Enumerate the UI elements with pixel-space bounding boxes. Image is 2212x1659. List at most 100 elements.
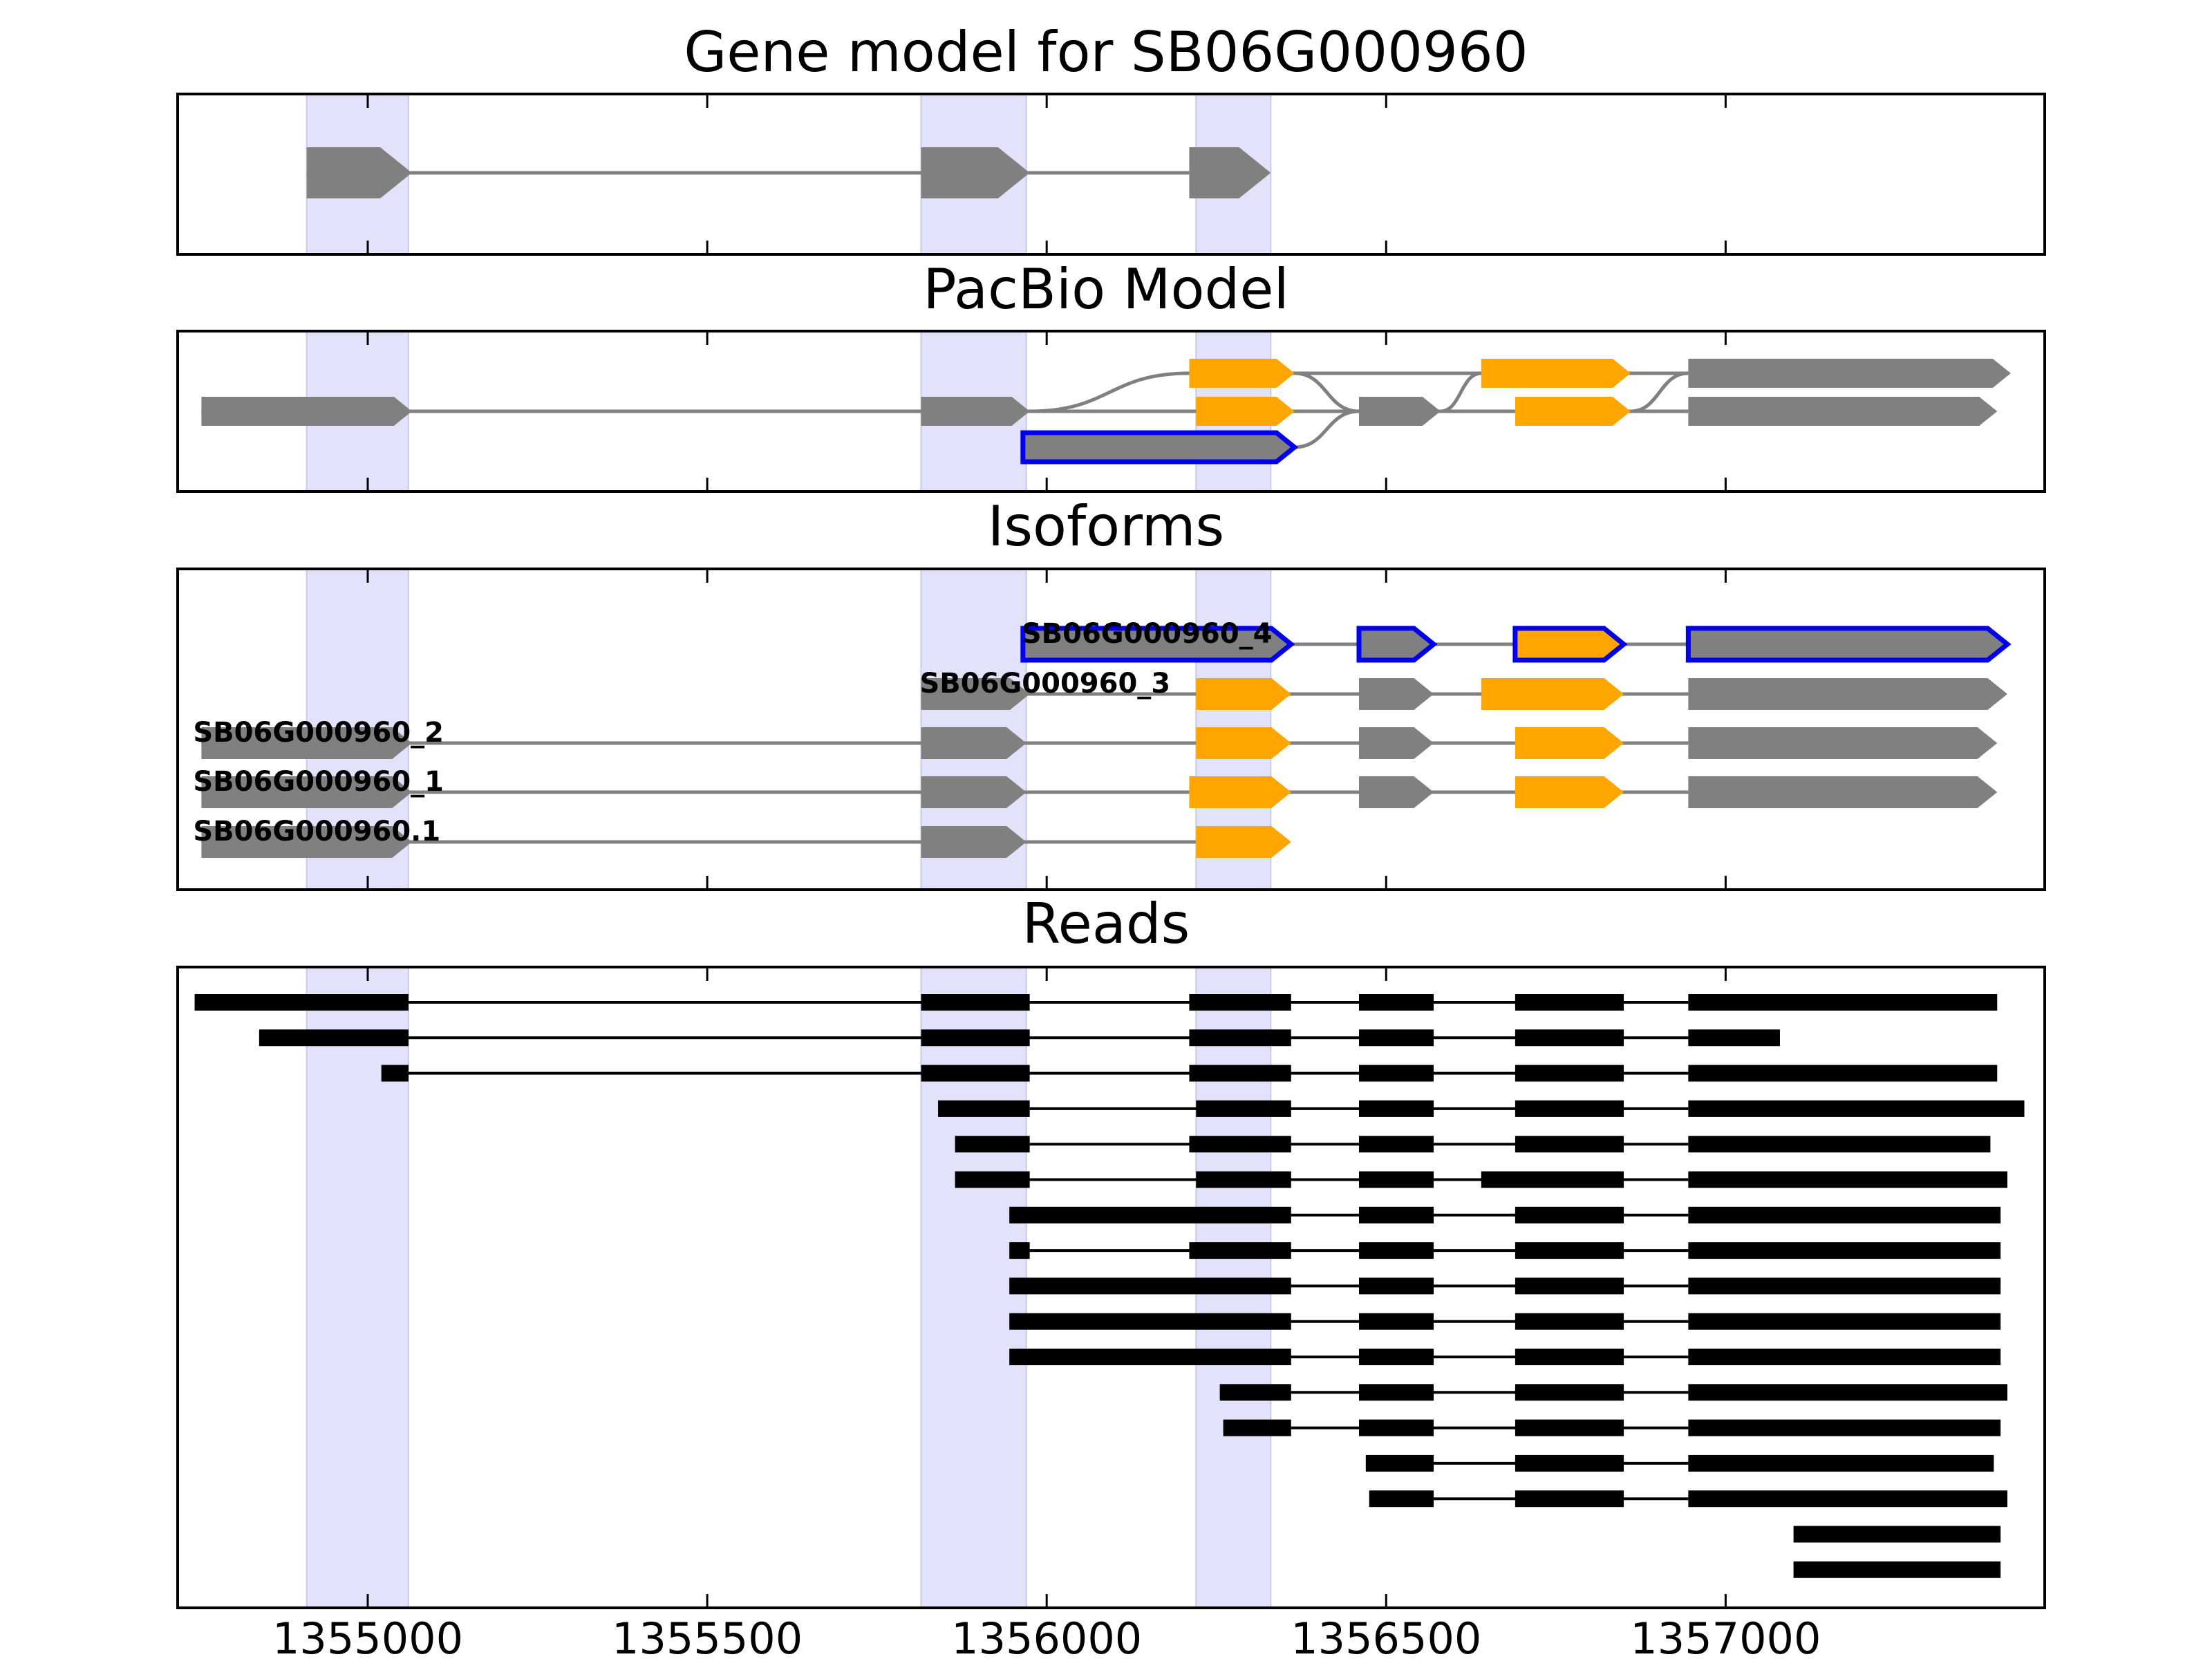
x-axis: 1355000 1355500 1356000 1356500 1357000 [272,1613,1821,1659]
exon-arrow [1196,727,1291,759]
exon-arrow [1358,776,1434,808]
read-block [1009,1349,1291,1365]
read-block [1515,1454,1624,1472]
read-block [1009,1242,1030,1259]
x-tick-label: 1357000 [1630,1613,1821,1659]
read-block [1515,1313,1624,1330]
highlight-region [306,966,409,1609]
exon-arrow [201,397,412,426]
read-block [1688,1171,2007,1188]
read-block [1358,1242,1434,1259]
read-block [1515,1419,1624,1436]
exon-arrow [1512,626,1628,663]
exon-arrow [1515,397,1631,426]
read-block [938,1100,1030,1117]
isoform-label: SB06G000960_3 [919,668,1170,700]
read-block [1358,1419,1434,1436]
read-block [1358,1313,1434,1330]
read-block [259,1029,409,1047]
splice-curve [1029,371,1190,413]
panel-frame [176,568,2046,891]
isoform-label: SB06G000960_4 [1022,618,1273,650]
reads-panel [176,966,2046,1609]
read-block [1189,994,1291,1011]
isoforms-panel: SB06G000960_4 SB06G000960_3 SB06G000960_2 S… [176,568,2046,891]
read-block [921,1029,1030,1047]
read-block [1515,994,1624,1011]
pacbio-panel-title: PacBio Model [923,257,1288,321]
read-block [1009,1313,1291,1330]
isoform-label: SB06G000960_1 [193,766,444,798]
read-block [1196,1100,1291,1117]
isoform-label: SB06G000960_2 [193,717,444,749]
read-block [1688,1206,2001,1224]
exon-arrow [1189,359,1295,388]
read-block [1688,1136,1991,1153]
read-block [1688,1490,2007,1508]
read-block [1688,1100,2025,1117]
exon-arrow [921,397,1030,426]
read-block [1365,1454,1434,1472]
exon-arrow [921,826,1027,858]
exon-arrow [1020,430,1299,465]
exon-arrow [1688,727,1998,759]
exon-arrow [921,147,1030,198]
exon-arrow [306,147,412,198]
read-block [1481,1171,1624,1188]
read-block [1515,1100,1624,1117]
read-block [1358,1100,1434,1117]
exon-arrow [1356,626,1438,663]
read-block [1369,1490,1434,1508]
read-block [1223,1419,1291,1436]
read-block [1793,1561,2001,1578]
read-block [921,994,1030,1011]
read-block [1688,1029,1780,1047]
read-block [1515,1490,1624,1508]
exon-arrow [1189,147,1271,198]
x-tick-label: 1355000 [272,1613,463,1659]
exon-arrow [921,678,1030,710]
read-block [1515,1277,1624,1295]
exon-arrow [1481,359,1631,388]
exon-arrow [1196,678,1291,710]
read-block [1515,1029,1624,1047]
exon-arrow [1685,626,2012,663]
read-block [1515,1206,1624,1224]
exon-arrow [1196,397,1295,426]
read-block [1688,1384,2007,1401]
read-block [1189,1136,1291,1153]
exon-arrow [1196,826,1291,858]
read-block [1219,1384,1291,1401]
exon-arrow [1688,678,2007,710]
read-block [1793,1526,2001,1543]
read-block [955,1136,1030,1153]
x-tick-label: 1356500 [1291,1613,1481,1659]
reads-panel-title: Reads [1022,892,1190,956]
exon-arrow [1358,397,1441,426]
isoforms-panel-title: Isoforms [988,494,1224,559]
exon-arrow [1358,727,1434,759]
read-block [1688,1313,2001,1330]
read-block [1358,1206,1434,1224]
panel-frame [176,966,2046,1609]
read-block [1358,1029,1434,1047]
read-block [1688,1419,2001,1436]
exon-arrow [1020,626,1295,663]
read-block [381,1065,409,1082]
read-block [1688,1065,1998,1082]
read-block [1189,1029,1291,1047]
exon-arrow [1189,776,1291,808]
exon-arrow [1515,727,1624,759]
read-block [1358,1171,1434,1188]
exon-arrow [201,727,412,759]
read-block [1515,1136,1624,1153]
read-block [1358,1065,1434,1082]
read-block [1358,1349,1434,1365]
exon-arrow [201,826,412,858]
exon-arrow [201,776,412,808]
x-tick-label: 1356000 [951,1613,1142,1659]
read-block [1189,1065,1291,1082]
panel-frame [176,93,2046,256]
exon-arrow [921,776,1027,808]
